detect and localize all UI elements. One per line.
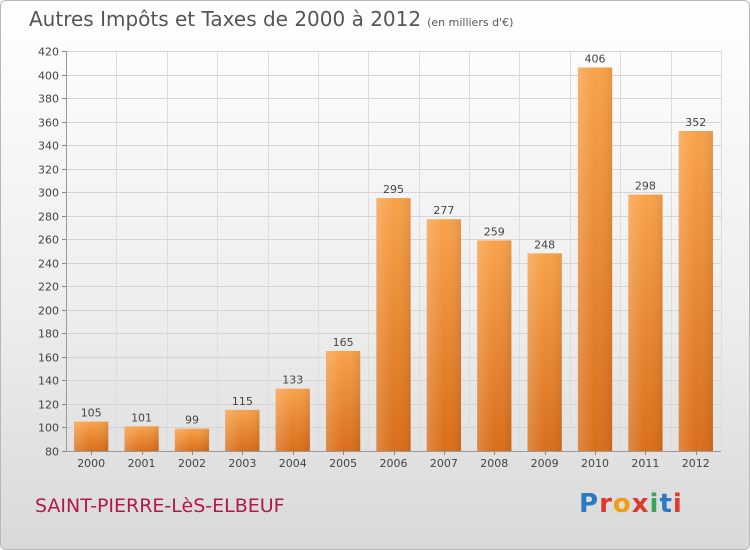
title-unit: (en milliers d'€) xyxy=(427,16,514,29)
x-tick-label: 2006 xyxy=(380,457,408,470)
data-labels: 105 101 99 115 133 165 295 277 259 248 406 298 352 xyxy=(81,52,707,426)
y-tick-label: 220 xyxy=(38,281,59,294)
bar-shade-2004 xyxy=(275,388,310,451)
logo-letter: P xyxy=(579,489,600,519)
x-tick-label: 2000 xyxy=(77,457,105,470)
data-label: 352 xyxy=(685,116,706,129)
logo-letter: r xyxy=(599,489,613,519)
x-tick-label: 2002 xyxy=(178,457,206,470)
bars xyxy=(74,67,713,452)
proxiti-logo[interactable]: Proxiti xyxy=(579,489,683,519)
y-tick-label: 320 xyxy=(38,164,59,177)
y-tick-label: 400 xyxy=(38,70,59,83)
bar-shade-2003 xyxy=(225,409,260,451)
x-tick-label: 2011 xyxy=(631,457,659,470)
y-tick-label: 180 xyxy=(38,328,59,341)
x-tick-label: 2008 xyxy=(480,457,508,470)
data-label: 259 xyxy=(484,225,505,238)
bar-shade-2005 xyxy=(325,351,361,451)
x-tick-label: 2005 xyxy=(329,457,357,470)
data-label: 277 xyxy=(433,204,454,217)
y-tick-label: 360 xyxy=(38,117,59,130)
bar-shade-2009 xyxy=(527,253,562,451)
bar-shade-2012 xyxy=(678,131,713,451)
bar-shade-2010 xyxy=(577,67,613,452)
data-label: 165 xyxy=(333,336,354,349)
y-tick-label: 200 xyxy=(38,305,59,318)
x-tick-label: 2001 xyxy=(128,457,156,470)
bar-shade-2001 xyxy=(124,426,159,451)
data-label: 298 xyxy=(635,180,656,193)
axes: 80 100 120 140 160 180 200 220 240 260 280 300 320 34… xyxy=(38,46,721,470)
data-label: 248 xyxy=(534,238,555,251)
bar-shade-2000 xyxy=(74,421,109,451)
data-label: 406 xyxy=(585,52,606,65)
y-tick-label: 260 xyxy=(38,234,59,247)
y-tick-label: 280 xyxy=(38,211,59,224)
place-name: SAINT-PIERRE-LèS-ELBEUF xyxy=(35,495,285,517)
y-tick-label: 120 xyxy=(38,399,59,412)
logo-letter: x xyxy=(631,489,650,519)
y-tick-label: 420 xyxy=(38,46,59,59)
logo-letter: i xyxy=(672,489,683,519)
logo-letter: t xyxy=(659,489,673,519)
x-tick-label: 2012 xyxy=(682,457,710,470)
data-label: 133 xyxy=(282,374,303,387)
data-label: 115 xyxy=(232,395,253,408)
data-label: 99 xyxy=(185,414,199,427)
data-label: 101 xyxy=(131,411,152,424)
x-tick-label: 2007 xyxy=(430,457,458,470)
y-tick-label: 160 xyxy=(38,352,59,365)
y-tick-label: 380 xyxy=(38,93,59,106)
bar-shade-2006 xyxy=(376,198,411,451)
title-text: Autres Impôts et Taxes de 2000 à 2012 xyxy=(29,7,422,31)
x-tick-label: 2003 xyxy=(228,457,256,470)
x-tick-label: 2009 xyxy=(531,457,559,470)
data-label: 295 xyxy=(383,183,404,196)
y-tick-label: 100 xyxy=(38,422,59,435)
y-tick-label: 80 xyxy=(45,446,59,459)
data-label: 105 xyxy=(81,407,102,420)
bar-shade-2011 xyxy=(628,194,663,451)
x-tick-label: 2004 xyxy=(279,457,307,470)
chart-title: Autres Impôts et Taxes de 2000 à 2012 (en… xyxy=(29,7,513,31)
y-tick-label: 300 xyxy=(38,187,59,200)
bar-shade-2007 xyxy=(426,219,462,451)
logo-letter: o xyxy=(612,489,632,519)
bar-shade-2008 xyxy=(477,240,512,451)
y-tick-label: 240 xyxy=(38,258,59,271)
x-tick-label: 2010 xyxy=(581,457,609,470)
y-tick-label: 140 xyxy=(38,375,59,388)
y-tick-label: 340 xyxy=(38,140,59,153)
logo-letter: i xyxy=(649,489,660,519)
bar-shade-2002 xyxy=(174,428,210,451)
